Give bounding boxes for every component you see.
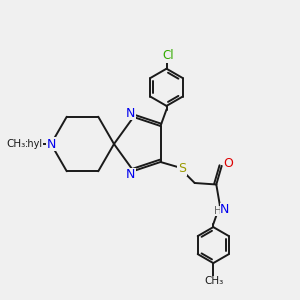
Text: N: N <box>126 106 135 120</box>
Text: CH₃: CH₃ <box>7 139 26 149</box>
Text: S: S <box>178 162 186 175</box>
Text: N: N <box>46 137 56 151</box>
Text: N: N <box>220 203 230 216</box>
Text: CH₃: CH₃ <box>204 276 223 286</box>
Text: N: N <box>126 168 135 182</box>
Text: O: O <box>224 157 233 170</box>
Text: methyl: methyl <box>8 139 42 149</box>
Text: Cl: Cl <box>162 49 173 62</box>
Text: H: H <box>214 206 222 216</box>
